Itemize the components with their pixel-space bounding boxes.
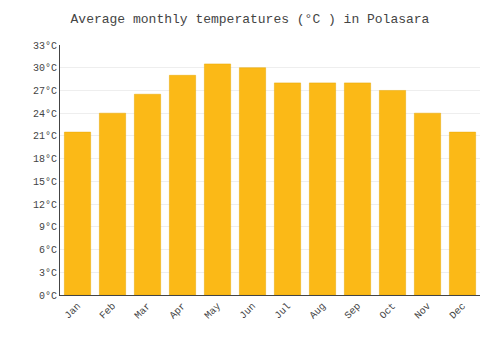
svg-text:3°C: 3°C (39, 268, 57, 279)
svg-text:18°C: 18°C (33, 154, 57, 165)
svg-text:9°C: 9°C (39, 222, 57, 233)
svg-text:6°C: 6°C (39, 245, 57, 256)
svg-text:Sep: Sep (343, 301, 364, 322)
svg-text:Dec: Dec (448, 301, 469, 322)
svg-text:27°C: 27°C (33, 86, 57, 97)
svg-text:May: May (203, 301, 224, 322)
svg-text:Feb: Feb (98, 301, 119, 322)
svg-text:Jun: Jun (238, 301, 259, 322)
svg-text:30°C: 30°C (33, 63, 57, 74)
svg-text:Apr: Apr (168, 301, 189, 322)
svg-text:0°C: 0°C (39, 291, 57, 302)
svg-text:33°C: 33°C (33, 41, 57, 52)
svg-text:Nov: Nov (413, 301, 434, 322)
svg-text:Oct: Oct (378, 301, 399, 322)
svg-text:Mar: Mar (133, 301, 154, 322)
svg-text:15°C: 15°C (33, 177, 57, 188)
svg-text:12°C: 12°C (33, 200, 57, 211)
svg-text:21°C: 21°C (33, 131, 57, 142)
svg-text:Aug: Aug (308, 301, 329, 322)
svg-text:Jul: Jul (273, 301, 294, 322)
svg-text:Average monthly temperatures (: Average monthly temperatures (°C ) in Po… (71, 12, 430, 27)
svg-text:Jan: Jan (63, 301, 84, 322)
svg-text:24°C: 24°C (33, 109, 57, 120)
